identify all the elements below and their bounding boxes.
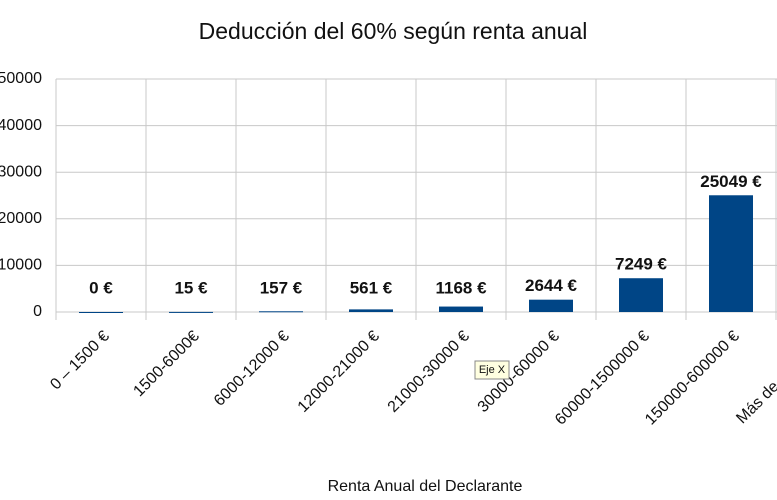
y-tick-label: 40000: [0, 117, 42, 134]
y-tick-label: 20000: [0, 210, 42, 227]
tooltip: Eje X: [479, 364, 506, 376]
y-tick-label: 30000: [0, 163, 42, 180]
bar: [619, 278, 663, 312]
y-tick-label: 0: [33, 303, 42, 320]
y-tick-label: 50000: [0, 70, 42, 87]
tooltip-box: [474, 360, 510, 380]
value-label: 2644 €: [525, 276, 578, 295]
bar: [79, 312, 123, 313]
chart-title: Deducción del 60% según renta anual: [199, 18, 588, 44]
bar: [169, 311, 213, 313]
value-label: 7249 €: [615, 255, 668, 274]
value-label: 25049 €: [700, 172, 762, 191]
value-label: 157 €: [260, 278, 303, 297]
bar: [259, 311, 303, 313]
bar: [709, 195, 753, 312]
value-label: 0 €: [89, 278, 113, 297]
y-tick-label: 10000: [0, 257, 42, 274]
x-axis-label: Renta Anual del Declarante: [328, 478, 523, 495]
bar: [529, 299, 573, 312]
bar: [439, 306, 483, 312]
value-label: 15 €: [174, 278, 208, 297]
value-label: 1168 €: [435, 278, 487, 297]
bar: [349, 309, 393, 312]
value-label: 561 €: [350, 278, 393, 297]
